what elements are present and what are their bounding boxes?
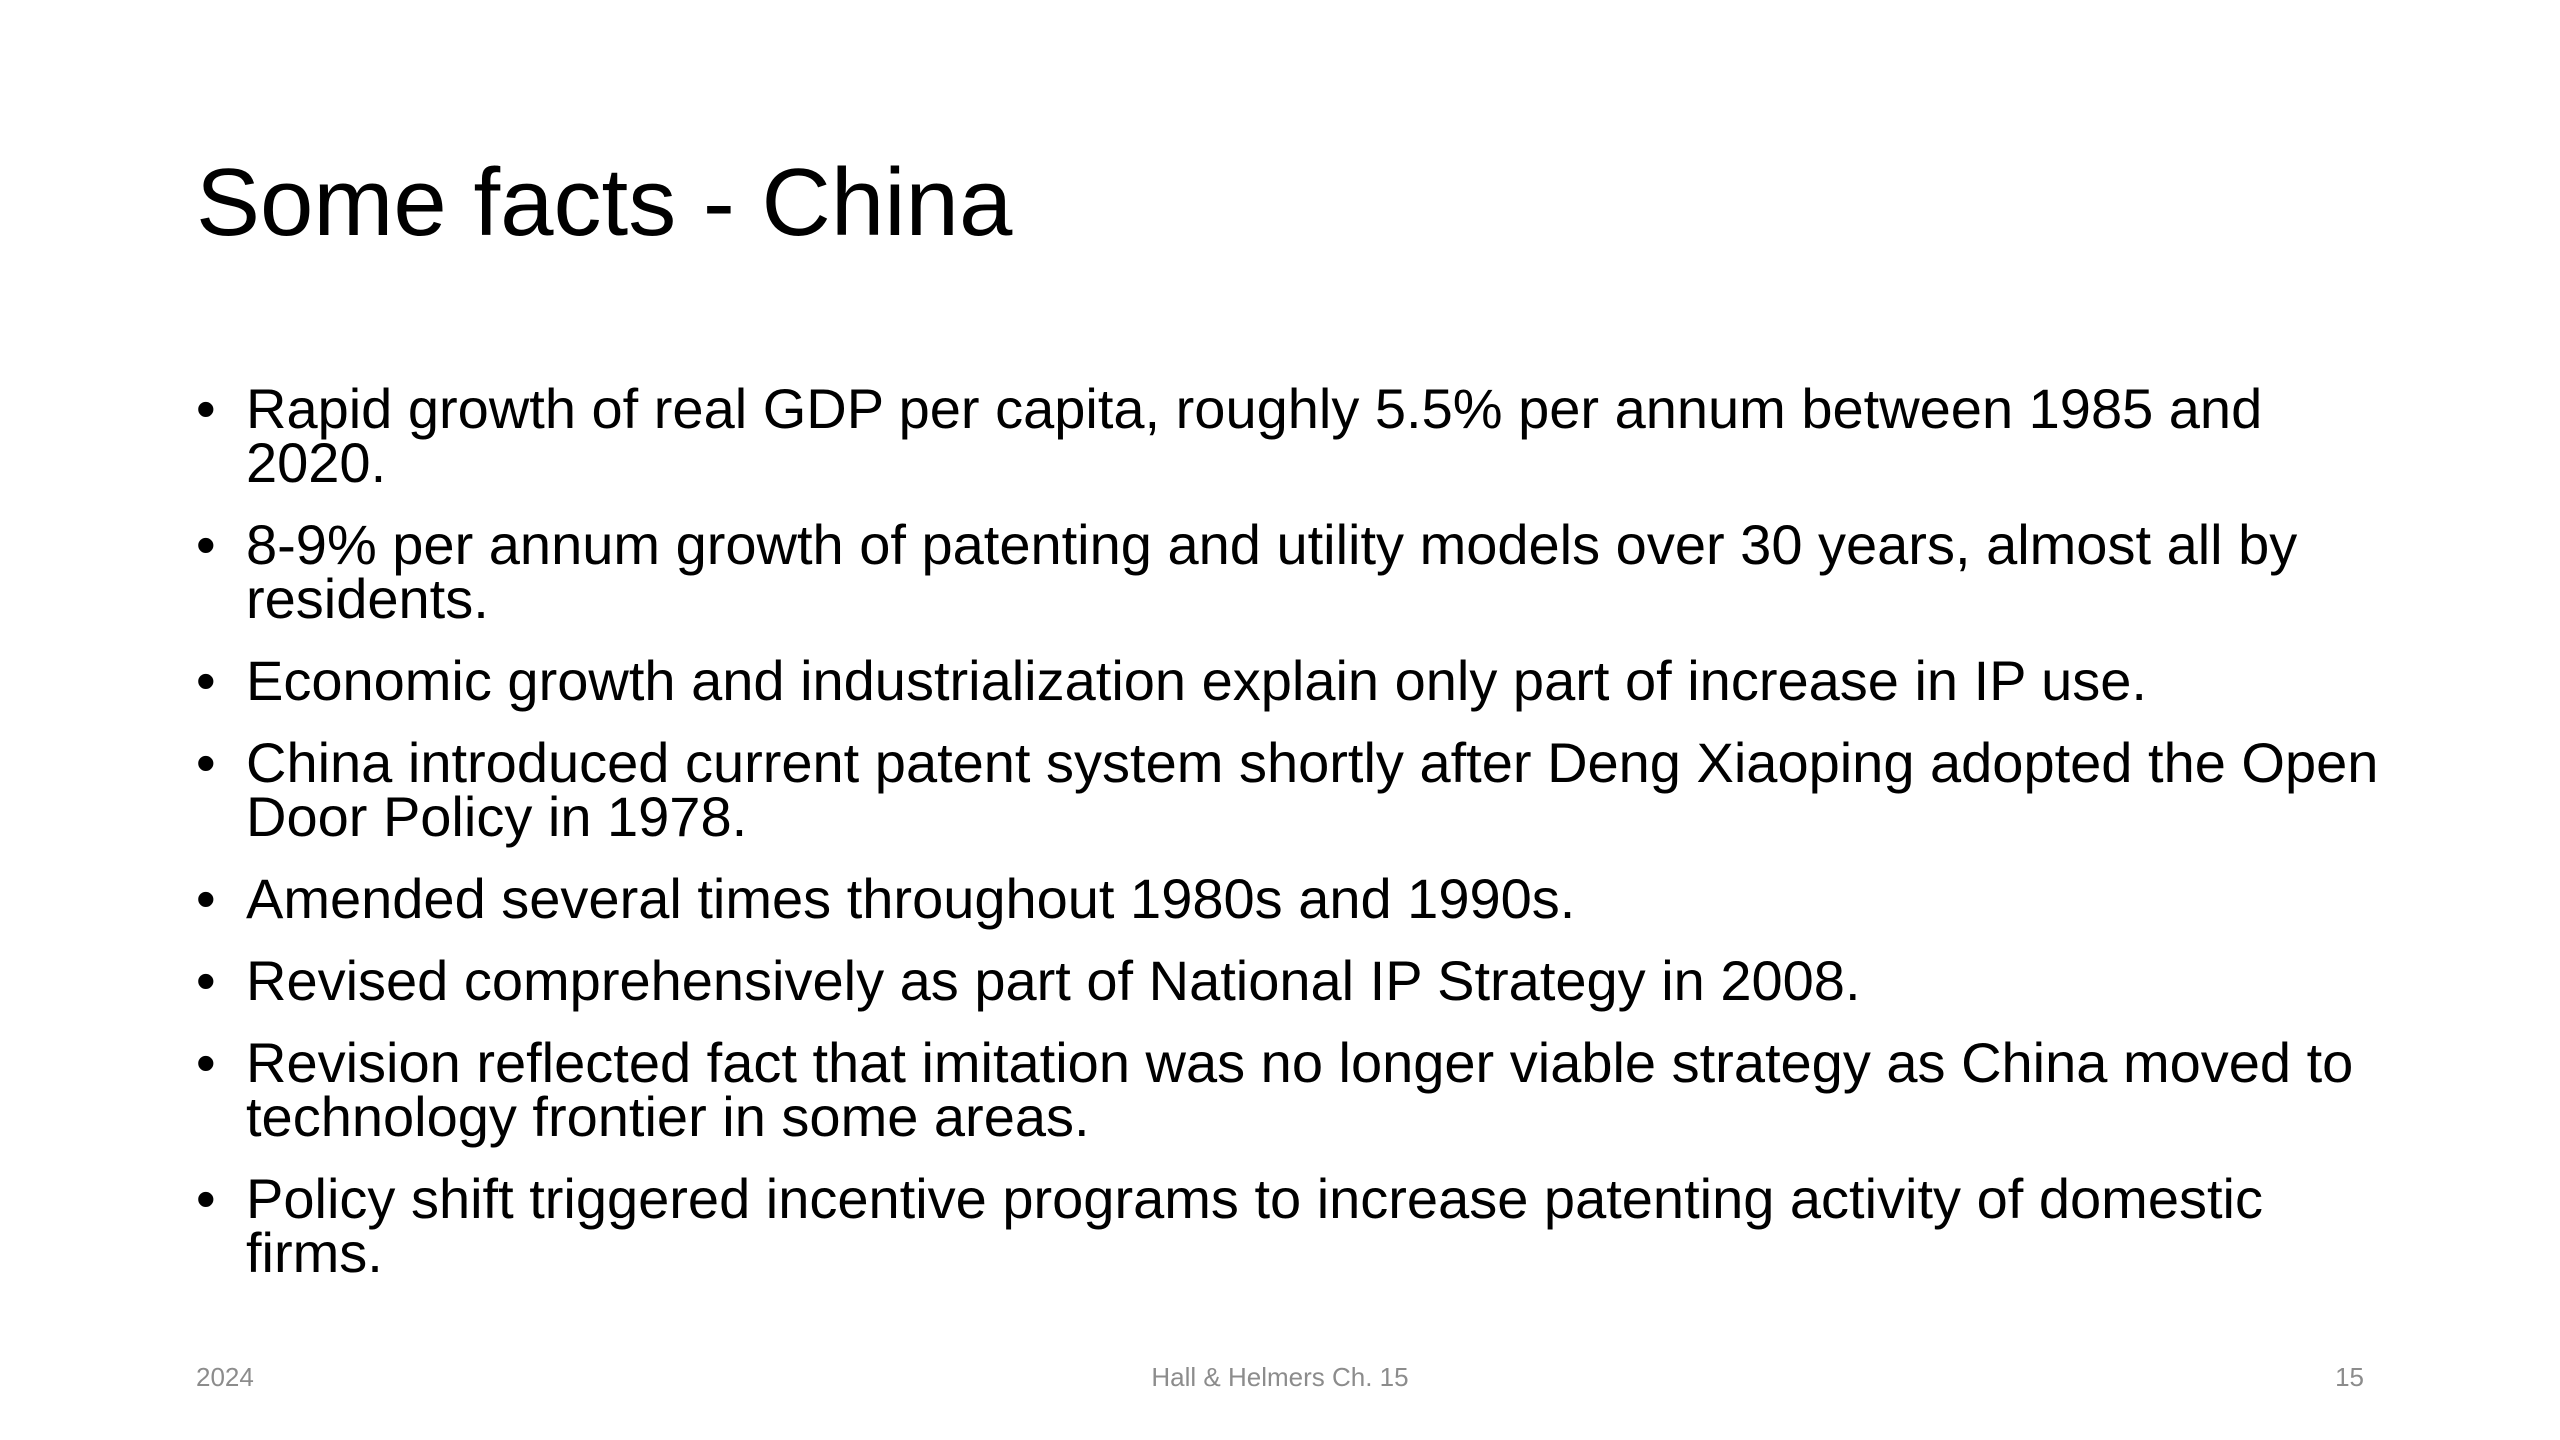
bullet-list: Rapid growth of real GDP per capita, rou…: [196, 381, 2396, 1308]
bullet-item: 8-9% per annum growth of patenting and u…: [196, 517, 2396, 627]
bullet-item: Revised comprehensively as part of Natio…: [196, 953, 2396, 1009]
bullet-item: Amended several times throughout 1980s a…: [196, 871, 2396, 927]
bullet-item: Policy shift triggered incentive program…: [196, 1171, 2396, 1281]
slide-title: Some facts - China: [196, 149, 1013, 256]
bullet-item: Economic growth and industrialization ex…: [196, 653, 2396, 709]
footer-source: Hall & Helmers Ch. 15: [1151, 1362, 1409, 1392]
slide-number: 15: [2335, 1362, 2364, 1392]
footer-date: 2024: [196, 1362, 254, 1392]
bullet-item: Revision reflected fact that imitation w…: [196, 1035, 2396, 1145]
bullet-item: China introduced current patent system s…: [196, 735, 2396, 845]
bullet-item: Rapid growth of real GDP per capita, rou…: [196, 381, 2396, 491]
